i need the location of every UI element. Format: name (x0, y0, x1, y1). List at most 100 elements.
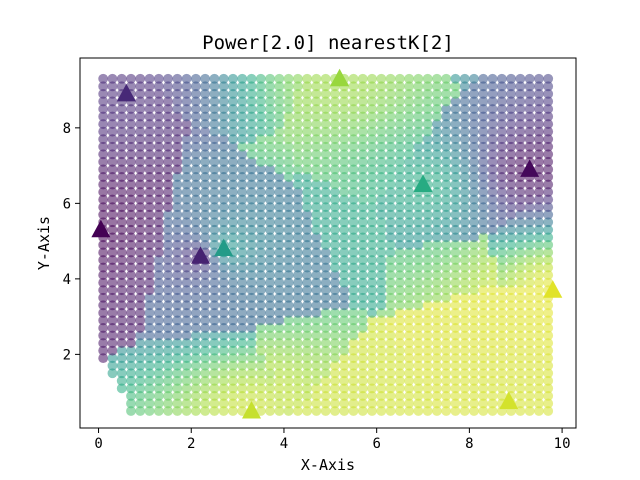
chart-title: Power[2.0] nearestK[2] (202, 32, 454, 54)
grid-point (506, 194, 516, 205)
grid-point (506, 255, 516, 265)
grid-point (320, 134, 331, 145)
grid-point (339, 179, 350, 190)
grid-point (126, 323, 136, 333)
grid-point (543, 307, 554, 318)
grid-point (459, 224, 470, 235)
grid-point (181, 375, 192, 386)
grid-point (274, 126, 285, 137)
grid-point (515, 368, 526, 379)
grid-point (320, 88, 331, 99)
grid-point (478, 277, 489, 288)
grid-point (367, 338, 377, 348)
grid-point (209, 330, 220, 341)
grid-point (163, 285, 173, 296)
grid-point (209, 277, 220, 288)
grid-point (404, 88, 415, 99)
grid-point (330, 194, 340, 205)
grid-point (144, 104, 155, 114)
grid-point (487, 255, 498, 265)
grid-point (255, 202, 266, 213)
grid-point (496, 360, 507, 371)
grid-point (218, 141, 229, 152)
grid-point (496, 224, 507, 235)
grid-point (339, 141, 350, 152)
grid-point (283, 202, 294, 213)
grid-point (459, 277, 470, 288)
grid-point (311, 239, 322, 250)
grid-point (283, 330, 294, 341)
grid-point (126, 134, 136, 145)
grid-point (218, 111, 229, 122)
grid-point (432, 375, 442, 386)
grid-point (357, 194, 368, 205)
grid-point (394, 353, 405, 364)
grid-point (228, 202, 238, 213)
grid-point (200, 179, 211, 190)
grid-point (404, 149, 415, 160)
grid-point (367, 126, 377, 137)
grid-point (190, 300, 201, 311)
grid-point (265, 224, 275, 235)
grid-point (376, 383, 387, 394)
sample-triangle-marker (499, 391, 519, 410)
grid-point (237, 338, 248, 348)
grid-point (367, 285, 377, 296)
grid-point (487, 126, 498, 137)
grid-point (339, 104, 350, 114)
grid-point (487, 375, 498, 386)
grid-point (459, 232, 470, 243)
grid-point (413, 292, 424, 303)
grid-point (209, 134, 220, 145)
grid-point (348, 360, 359, 371)
grid-point (292, 202, 303, 213)
grid-point (394, 345, 405, 356)
grid-point (432, 111, 442, 122)
grid-point (153, 164, 164, 175)
grid-point (283, 126, 294, 137)
grid-point (339, 330, 350, 341)
grid-point (181, 156, 192, 167)
grid-point (126, 156, 136, 167)
grid-point (302, 194, 313, 205)
grid-point (98, 307, 109, 318)
grid-point (237, 239, 248, 250)
grid-point (274, 104, 285, 114)
grid-point (228, 270, 238, 280)
grid-point (450, 277, 461, 288)
grid-point (478, 81, 489, 92)
grid-point (330, 232, 340, 243)
grid-point (413, 141, 424, 152)
grid-point (376, 88, 387, 99)
grid-point (394, 179, 405, 190)
grid-point (311, 187, 322, 197)
grid-point (172, 239, 183, 250)
grid-point (292, 179, 303, 190)
grid-point (330, 383, 340, 394)
grid-point (246, 217, 257, 228)
grid-point (172, 406, 183, 416)
grid-point (311, 323, 322, 333)
grid-point (265, 134, 275, 145)
grid-point (181, 194, 192, 205)
grid-point (172, 134, 183, 145)
grid-point (450, 73, 461, 84)
grid-point (172, 179, 183, 190)
grid-point (135, 149, 146, 160)
grid-point (292, 119, 303, 129)
grid-point (524, 391, 535, 401)
grid-point (116, 149, 127, 160)
grid-point (348, 179, 359, 190)
grid-point (209, 202, 220, 213)
grid-point (228, 406, 238, 416)
grid-point (534, 300, 544, 311)
grid-point (320, 345, 331, 356)
grid-point (292, 345, 303, 356)
grid-point (330, 119, 340, 129)
grid-point (432, 141, 442, 152)
grid-point (459, 194, 470, 205)
grid-point (506, 172, 516, 182)
grid-point (524, 262, 535, 273)
grid-point (385, 300, 396, 311)
grid-point (543, 262, 554, 273)
